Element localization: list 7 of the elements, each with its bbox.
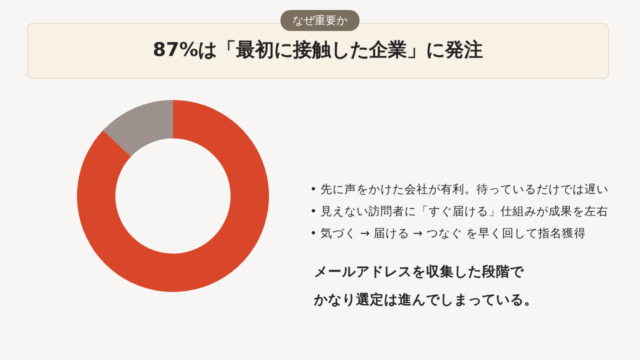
text: かなり選定は進んでしまっている。 [314, 291, 538, 310]
text: なぜ重要か [280, 10, 360, 31]
text: • 気づく → 届ける → つなぐ を早く回して指名獲得 [310, 225, 587, 242]
text: • 先に声をかけた会社が有利。待っているだけでは遅い [310, 181, 608, 198]
text: • 見えない訪問者に「すぐ届ける」仕組みが成果を左右 [310, 203, 608, 220]
text: 87%は「最初に接触した企業」に発注 [152, 38, 484, 63]
text: メールアドレスを収集した段階で [314, 263, 525, 282]
